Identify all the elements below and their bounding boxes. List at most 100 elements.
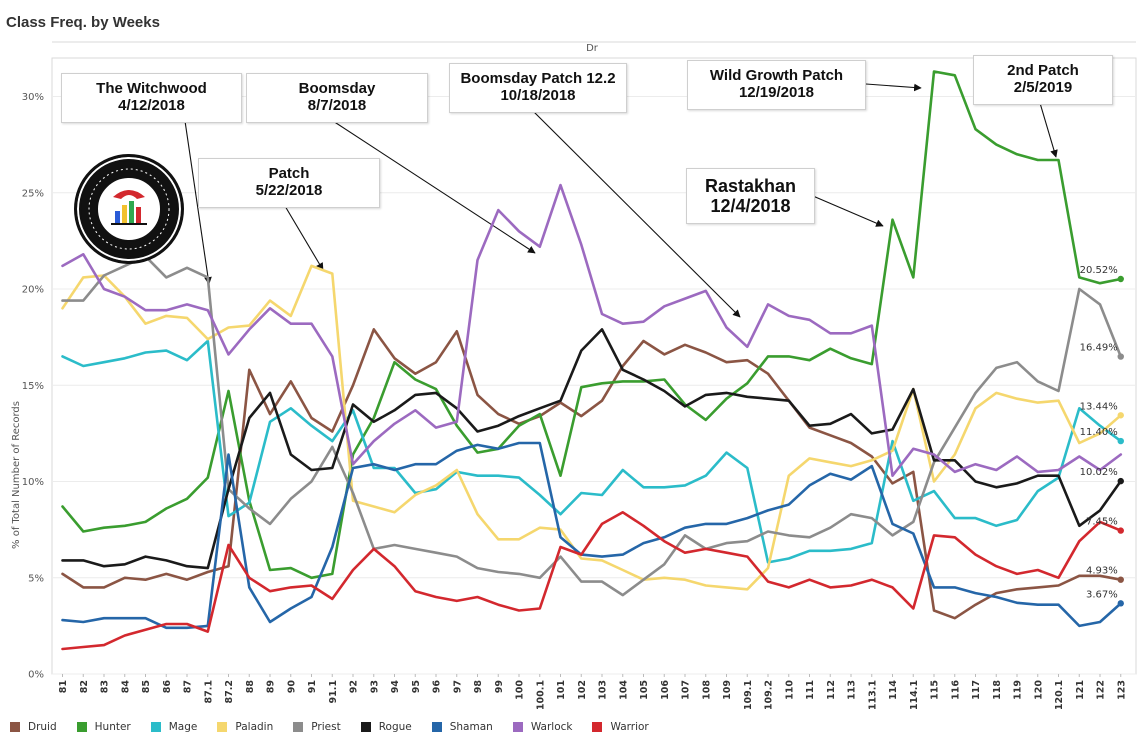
x-tick-label: 98 (473, 680, 484, 694)
legend-item-rogue[interactable]: Rogue (360, 721, 412, 733)
data-reaper-report-logo (74, 154, 184, 264)
legend-item-mage[interactable]: Mage (150, 721, 197, 733)
end-point-hunter (1117, 275, 1124, 283)
x-tick-label: 91.1 (328, 680, 339, 703)
legend-label: Rogue (378, 721, 412, 733)
x-tick-label: 109 (722, 680, 733, 700)
end-label-priest: 16.49% (1080, 343, 1118, 354)
x-tick-label: 120 (1033, 680, 1044, 700)
x-tick-label: 89 (266, 680, 277, 693)
legend-swatch (293, 722, 304, 732)
x-tick-label: 91 (307, 680, 318, 693)
x-tick-label: 102 (577, 680, 588, 700)
series-line-shaman (61, 441, 1123, 630)
end-point-druid (1117, 576, 1124, 583)
legend-label: Warlock (530, 721, 573, 733)
annotation-arrow (532, 110, 741, 318)
legend-item-priest[interactable]: Priest (293, 721, 341, 733)
x-tick-label: 88 (245, 680, 256, 694)
annotation-arrow (184, 120, 212, 285)
end-point-priest (1117, 353, 1124, 360)
y-tick-label: 10% (22, 477, 44, 488)
x-tick-label: 92 (349, 680, 360, 693)
x-tick-label: 95 (411, 680, 422, 693)
x-tick-label: 93 (369, 680, 380, 693)
legend-label: Shaman (449, 721, 493, 733)
series-line-paladin (61, 264, 1123, 591)
x-tick-label: 123 (1116, 680, 1127, 700)
x-tick-label: 81 (58, 680, 69, 693)
end-point-paladin (1117, 412, 1124, 419)
x-tick-label: 115 (930, 680, 941, 700)
x-tick-label: 85 (141, 680, 152, 693)
legend-item-warlock[interactable]: Warlock (512, 721, 573, 733)
end-label-paladin: 13.44% (1080, 401, 1118, 412)
x-tick-label: 113.1 (867, 680, 878, 710)
legend-swatch (512, 722, 523, 732)
legend-swatch (217, 722, 228, 732)
x-tick-label: 87.1 (203, 680, 214, 703)
legend-label: Hunter (94, 721, 131, 733)
legend-item-hunter[interactable]: Hunter (76, 721, 131, 733)
legend-item-warrior[interactable]: Warrior (592, 721, 649, 733)
legend-swatch (431, 722, 442, 732)
x-tick-label: 87.2 (224, 680, 235, 703)
legend-swatch (592, 722, 603, 732)
x-tick-label: 109.2 (764, 680, 775, 710)
x-tick-label: 110 (784, 680, 795, 700)
legend-item-druid[interactable]: Druid (10, 721, 57, 733)
series-line-warlock (61, 183, 1123, 478)
annotation-arrow (1039, 102, 1058, 158)
end-label-druid: 4.93% (1086, 566, 1118, 577)
x-tick-label: 103 (598, 680, 609, 700)
x-tick-label: 86 (162, 680, 173, 694)
legend-item-shaman[interactable]: Shaman (431, 721, 493, 733)
x-tick-label: 101 (556, 680, 567, 700)
y-tick-label: 30% (22, 92, 44, 103)
end-point-shaman (1117, 600, 1124, 607)
series-line-rogue (61, 328, 1123, 570)
page-title: Class Freq. by Weeks (6, 14, 160, 31)
x-tick-label: 82 (79, 680, 90, 693)
annotation-arrow (284, 205, 324, 271)
x-tick-label: 84 (120, 680, 131, 694)
annotation-boomsday: Boomsday 8/7/2018 (246, 73, 428, 123)
series-line-priest (61, 254, 1123, 597)
legend: Druid Hunter Mage Paladin Priest Rogue Shaman W… (10, 719, 669, 735)
x-tick-label: 97 (452, 680, 463, 693)
y-tick-label: 0% (28, 670, 44, 681)
end-label-mage: 11.40% (1080, 427, 1118, 438)
x-tick-label: 100.1 (535, 680, 546, 710)
x-tick-label: 83 (100, 680, 111, 693)
x-tick-label: 106 (660, 680, 671, 700)
x-tick-label: 120.1 (1054, 680, 1065, 710)
series-line-hunter (61, 70, 1123, 580)
x-tick-label: 118 (992, 680, 1003, 700)
y-tick-label: 25% (22, 188, 44, 199)
legend-swatch (76, 722, 87, 732)
x-tick-label: 117 (971, 680, 982, 700)
x-tick-label: 94 (390, 680, 401, 694)
end-label-rogue: 10.02% (1080, 467, 1118, 478)
x-tick-label: 111 (805, 680, 816, 700)
x-tick-label: 107 (681, 680, 692, 700)
x-tick-label: 116 (950, 680, 961, 700)
x-tick-label: 105 (639, 680, 650, 700)
x-tick-label: 113 (847, 680, 858, 700)
annotation-arrow (865, 83, 922, 92)
annotation-arrow (812, 195, 884, 227)
end-point-warrior (1117, 527, 1124, 534)
annotation-patch: Patch 5/22/2018 (198, 158, 380, 208)
series-line-druid (61, 328, 1123, 620)
x-tick-label: 109.1 (743, 680, 754, 710)
end-label-hunter: 20.52% (1080, 265, 1118, 276)
x-tick-label: 119 (1013, 680, 1024, 700)
annotation-wild-growth-patch: Wild Growth Patch 12/19/2018 (687, 60, 866, 110)
x-tick-label: 121 (1075, 680, 1086, 700)
annotation-arrow (332, 120, 536, 254)
series-line-mage (61, 339, 1123, 564)
x-tick-label: 112 (826, 680, 837, 700)
legend-item-paladin[interactable]: Paladin (217, 721, 273, 733)
x-tick-label: 96 (432, 680, 443, 694)
